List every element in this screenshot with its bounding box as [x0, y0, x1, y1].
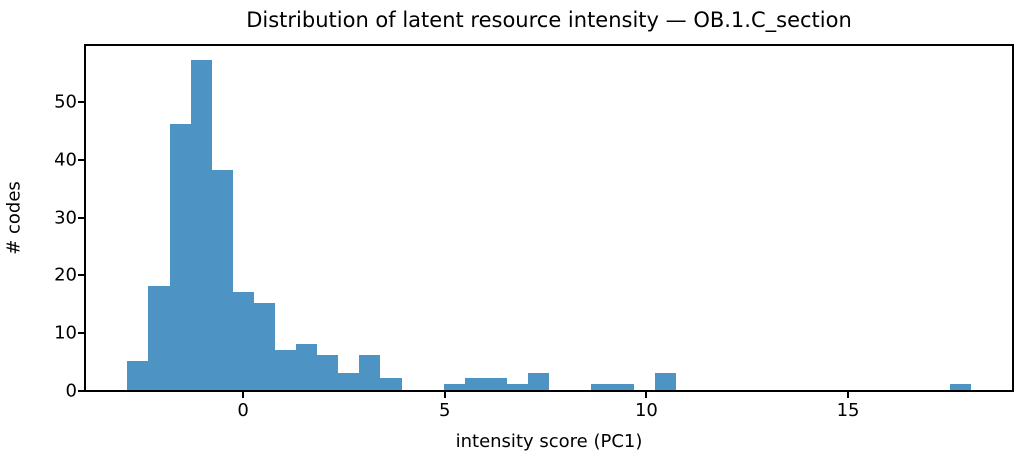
- y-tick-mark: [78, 158, 84, 161]
- y-tick-mark: [78, 216, 84, 219]
- x-tick-mark: [242, 392, 245, 398]
- histogram-bar: [464, 378, 486, 390]
- x-tick-mark: [847, 392, 850, 398]
- x-axis-label: intensity score (PC1): [455, 431, 643, 452]
- histogram-bar: [232, 291, 254, 390]
- histogram-bar: [190, 60, 212, 390]
- y-tick-label: 40: [54, 149, 77, 171]
- histogram-bar: [296, 343, 318, 390]
- histogram-bar: [275, 349, 297, 390]
- histogram-bar: [317, 355, 339, 390]
- y-tick-mark: [78, 100, 84, 103]
- histogram-bar: [169, 124, 191, 390]
- y-tick-mark: [78, 274, 84, 277]
- histogram-bar: [380, 378, 402, 390]
- histogram-bar: [443, 384, 465, 390]
- x-tick-label: 10: [634, 400, 658, 421]
- histogram-bar: [654, 372, 676, 390]
- histogram-bar: [211, 170, 233, 390]
- histogram-bar: [612, 384, 634, 390]
- y-tick-label: 10: [54, 322, 77, 344]
- histogram-bar: [591, 384, 613, 390]
- y-tick-mark: [78, 390, 84, 392]
- histogram-bar: [359, 355, 381, 390]
- x-tick-label: 15: [836, 400, 860, 421]
- histogram-bar: [507, 384, 529, 390]
- histogram-bar: [148, 285, 170, 390]
- histogram-bar: [253, 303, 275, 390]
- x-tick-mark: [443, 392, 446, 398]
- histogram-bar: [338, 372, 360, 390]
- y-tick-label: 30: [54, 207, 77, 229]
- y-tick-label: 20: [54, 264, 77, 286]
- histogram-bar: [127, 361, 149, 390]
- y-tick-label: 0: [65, 380, 77, 402]
- y-tick-mark: [78, 332, 84, 335]
- x-tick-label: 0: [237, 400, 249, 421]
- histogram-bar: [528, 372, 550, 390]
- plot-area: [85, 45, 1013, 391]
- x-tick-mark: [645, 392, 648, 398]
- histogram-bar: [485, 378, 507, 390]
- chart-title: Distribution of latent resource intensit…: [246, 8, 852, 32]
- x-tick-label: 5: [439, 400, 451, 421]
- y-tick-label: 50: [54, 91, 77, 113]
- histogram-bar: [949, 384, 972, 390]
- y-axis-label: # codes: [3, 181, 25, 255]
